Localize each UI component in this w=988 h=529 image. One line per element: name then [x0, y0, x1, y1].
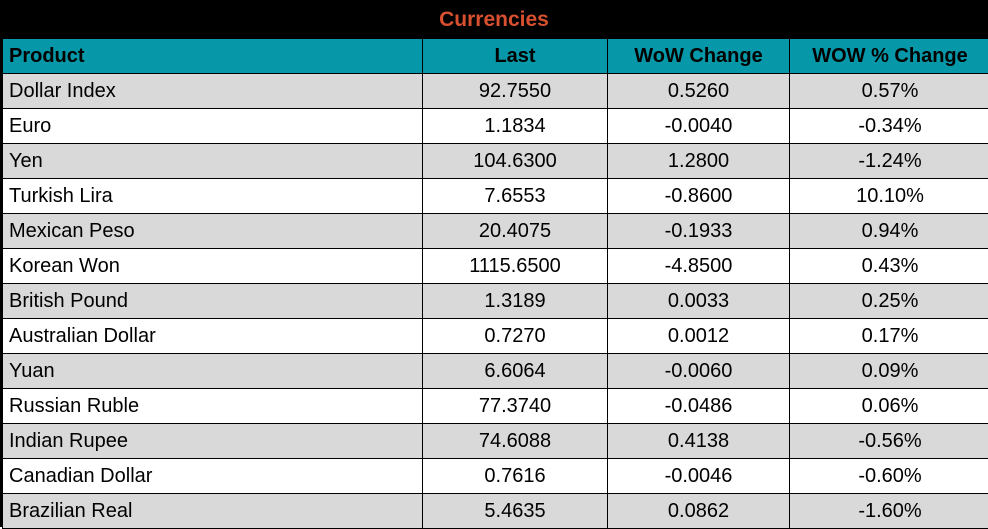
product-cell: British Pound: [3, 284, 423, 319]
wow-change-cell: -0.8600: [608, 179, 790, 214]
last-cell: 7.6553: [423, 179, 608, 214]
last-cell: 0.7616: [423, 459, 608, 494]
wow-change-cell: 0.4138: [608, 424, 790, 459]
wow-change-cell: 0.0862: [608, 494, 790, 529]
last-cell: 5.4635: [423, 494, 608, 529]
last-cell: 6.6064: [423, 354, 608, 389]
product-cell: Yuan: [3, 354, 423, 389]
last-cell: 104.6300: [423, 144, 608, 179]
header-row: Product Last WoW Change WOW % Change: [3, 39, 988, 74]
wow-pct-change-cell: 0.57%: [790, 74, 988, 109]
wow-change-cell: -0.0060: [608, 354, 790, 389]
wow-pct-change-cell: 0.25%: [790, 284, 988, 319]
product-cell: Indian Rupee: [3, 424, 423, 459]
product-cell: Canadian Dollar: [3, 459, 423, 494]
wow-pct-change-cell: -1.24%: [790, 144, 988, 179]
wow-change-cell: -0.0486: [608, 389, 790, 424]
wow-pct-change-cell: -0.56%: [790, 424, 988, 459]
last-cell: 77.3740: [423, 389, 608, 424]
wow-pct-change-cell: 10.10%: [790, 179, 988, 214]
last-cell: 20.4075: [423, 214, 608, 249]
last-cell: 1115.6500: [423, 249, 608, 284]
product-cell: Brazilian Real: [3, 494, 423, 529]
wow-change-cell: -0.0040: [608, 109, 790, 144]
column-header-wow-pct-change: WOW % Change: [790, 39, 988, 74]
wow-change-cell: -0.0046: [608, 459, 790, 494]
table-header: Product Last WoW Change WOW % Change: [3, 39, 988, 74]
wow-pct-change-cell: 0.06%: [790, 389, 988, 424]
last-cell: 1.1834: [423, 109, 608, 144]
column-header-product: Product: [3, 39, 423, 74]
wow-change-cell: 0.0033: [608, 284, 790, 319]
wow-pct-change-cell: -0.34%: [790, 109, 988, 144]
wow-pct-change-cell: 0.17%: [790, 319, 988, 354]
wow-pct-change-cell: 0.43%: [790, 249, 988, 284]
wow-change-cell: 1.2800: [608, 144, 790, 179]
last-cell: 74.6088: [423, 424, 608, 459]
product-cell: Euro: [3, 109, 423, 144]
last-cell: 1.3189: [423, 284, 608, 319]
last-cell: 92.7550: [423, 74, 608, 109]
product-cell: Australian Dollar: [3, 319, 423, 354]
wow-change-cell: 0.0012: [608, 319, 790, 354]
wow-change-cell: -0.1933: [608, 214, 790, 249]
product-cell: Turkish Lira: [3, 179, 423, 214]
wow-pct-change-cell: -1.60%: [790, 494, 988, 529]
last-cell: 0.7270: [423, 319, 608, 354]
wow-change-cell: -4.8500: [608, 249, 790, 284]
wow-pct-change-cell: 0.09%: [790, 354, 988, 389]
product-cell: Yen: [3, 144, 423, 179]
column-header-last: Last: [423, 39, 608, 74]
wow-pct-change-cell: -0.60%: [790, 459, 988, 494]
currencies-table: Product Last WoW Change WOW % Change Dol…: [2, 38, 988, 529]
column-header-wow-change: WoW Change: [608, 39, 790, 74]
table-title: Currencies: [2, 2, 986, 38]
wow-pct-change-cell: 0.94%: [790, 214, 988, 249]
product-cell: Mexican Peso: [3, 214, 423, 249]
product-cell: Korean Won: [3, 249, 423, 284]
product-cell: Russian Ruble: [3, 389, 423, 424]
wow-change-cell: 0.5260: [608, 74, 790, 109]
product-cell: Dollar Index: [3, 74, 423, 109]
